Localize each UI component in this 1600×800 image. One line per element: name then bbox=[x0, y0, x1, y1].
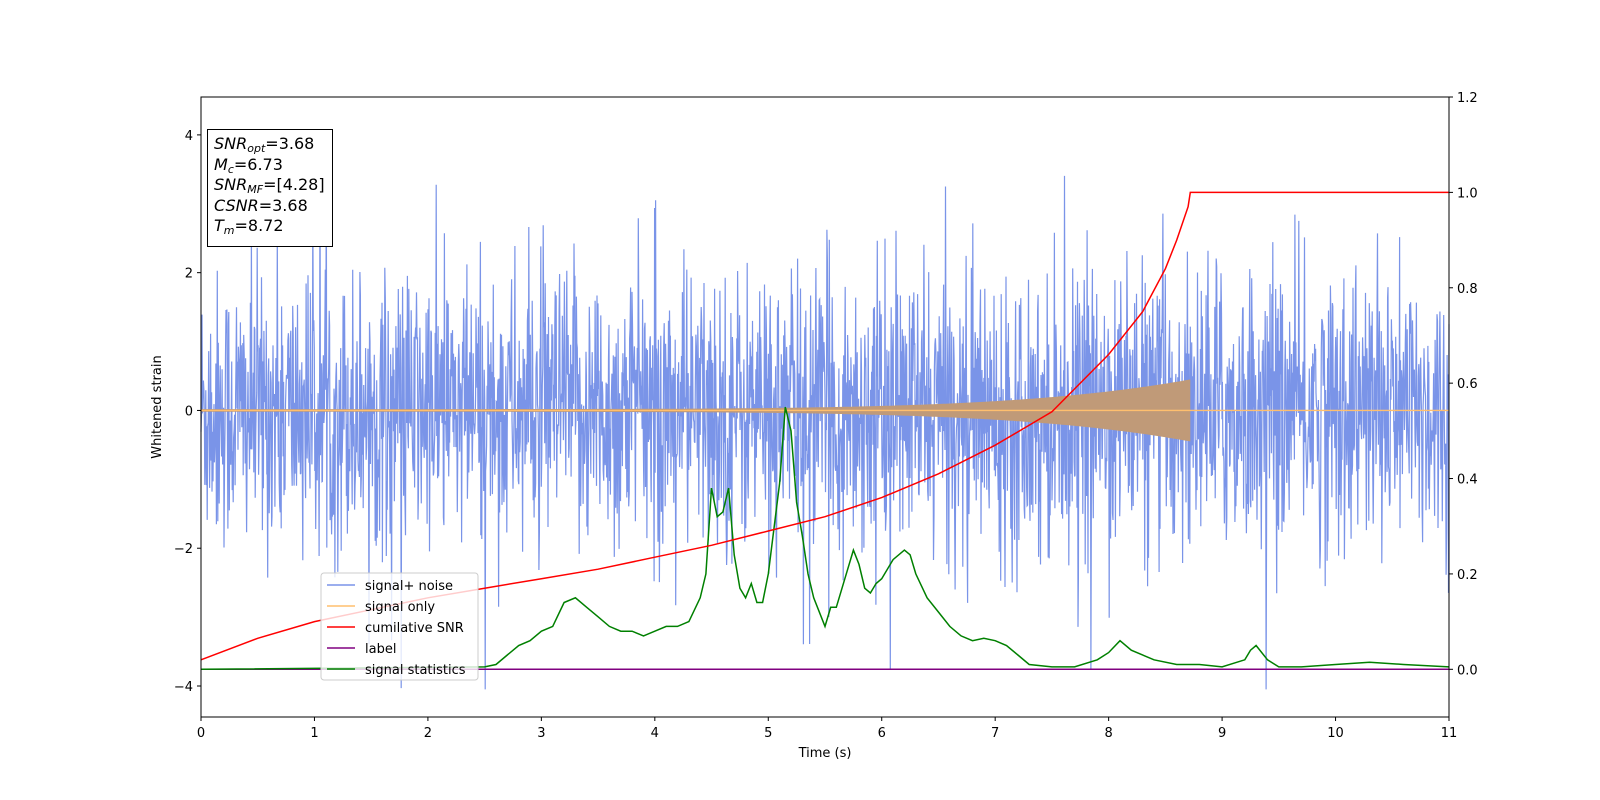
snr-mf-line: SNRMF=[4.28] bbox=[214, 175, 325, 196]
signal-only-series bbox=[201, 379, 1449, 442]
snr-opt-line: SNRopt=3.68 bbox=[214, 134, 315, 155]
y-left-tick-label: −4 bbox=[174, 680, 193, 695]
x-tick-label: 8 bbox=[1104, 726, 1112, 741]
x-tick-label: 9 bbox=[1218, 726, 1226, 741]
x-axis: 0 1 2 3 4 5 6 7 8 9 10 11 bbox=[197, 717, 1457, 741]
y-axis-right: 0.0 0.2 0.4 0.6 0.8 1.0 1.2 bbox=[1449, 91, 1478, 678]
legend-label: signal statistics bbox=[365, 663, 466, 678]
y-right-tick-label: 0.0 bbox=[1457, 663, 1478, 678]
legend-label: label bbox=[365, 642, 396, 657]
y-left-tick-label: 4 bbox=[185, 129, 193, 144]
x-tick-label: 3 bbox=[537, 726, 545, 741]
y-right-tick-label: 0.4 bbox=[1457, 473, 1478, 488]
y-right-tick-label: 0.8 bbox=[1457, 282, 1478, 297]
y-axis-left: −4 −2 0 2 4 bbox=[174, 129, 201, 695]
x-tick-label: 5 bbox=[764, 726, 772, 741]
y-left-tick-label: −2 bbox=[174, 542, 193, 557]
x-axis-title: Time (s) bbox=[798, 746, 852, 761]
y-axis-title: Whitened strain bbox=[150, 355, 165, 458]
y-left-tick-label: 0 bbox=[185, 404, 193, 419]
signal-noise-series bbox=[200, 148, 1450, 690]
y-right-tick-label: 1.0 bbox=[1457, 186, 1478, 201]
mc-line: Mc=6.73 bbox=[214, 154, 283, 176]
y-right-tick-label: 0.6 bbox=[1457, 377, 1478, 392]
x-tick-label: 1 bbox=[310, 726, 318, 741]
y-right-tick-label: 0.2 bbox=[1457, 568, 1478, 583]
signal-noise-trace bbox=[200, 148, 1450, 690]
x-tick-label: 4 bbox=[651, 726, 659, 741]
x-tick-label: 0 bbox=[197, 726, 205, 741]
info-box: SNRopt=3.68 Mc=6.73 SNRMF=[4.28] CSNR=3.… bbox=[207, 129, 333, 247]
legend: signal+ noise signal only cumilative SNR la… bbox=[320, 572, 479, 681]
csnr-line: CSNR=3.68 bbox=[214, 195, 308, 215]
y-right-tick-label: 1.2 bbox=[1457, 91, 1478, 106]
x-tick-label: 2 bbox=[424, 726, 432, 741]
tm-line: Tm=8.72 bbox=[214, 216, 284, 237]
legend-box bbox=[320, 572, 479, 681]
legend-label: cumilative SNR bbox=[365, 621, 464, 636]
plot-frame bbox=[200, 96, 1450, 718]
y-left-tick-label: 2 bbox=[185, 267, 193, 282]
legend-label: signal+ noise bbox=[365, 579, 453, 594]
x-tick-label: 6 bbox=[878, 726, 886, 741]
x-tick-label: 11 bbox=[1441, 726, 1458, 741]
x-tick-label: 10 bbox=[1327, 726, 1344, 741]
signal-statistics-series bbox=[200, 406, 1450, 671]
legend-label: signal only bbox=[365, 600, 435, 615]
x-tick-label: 7 bbox=[991, 726, 999, 741]
